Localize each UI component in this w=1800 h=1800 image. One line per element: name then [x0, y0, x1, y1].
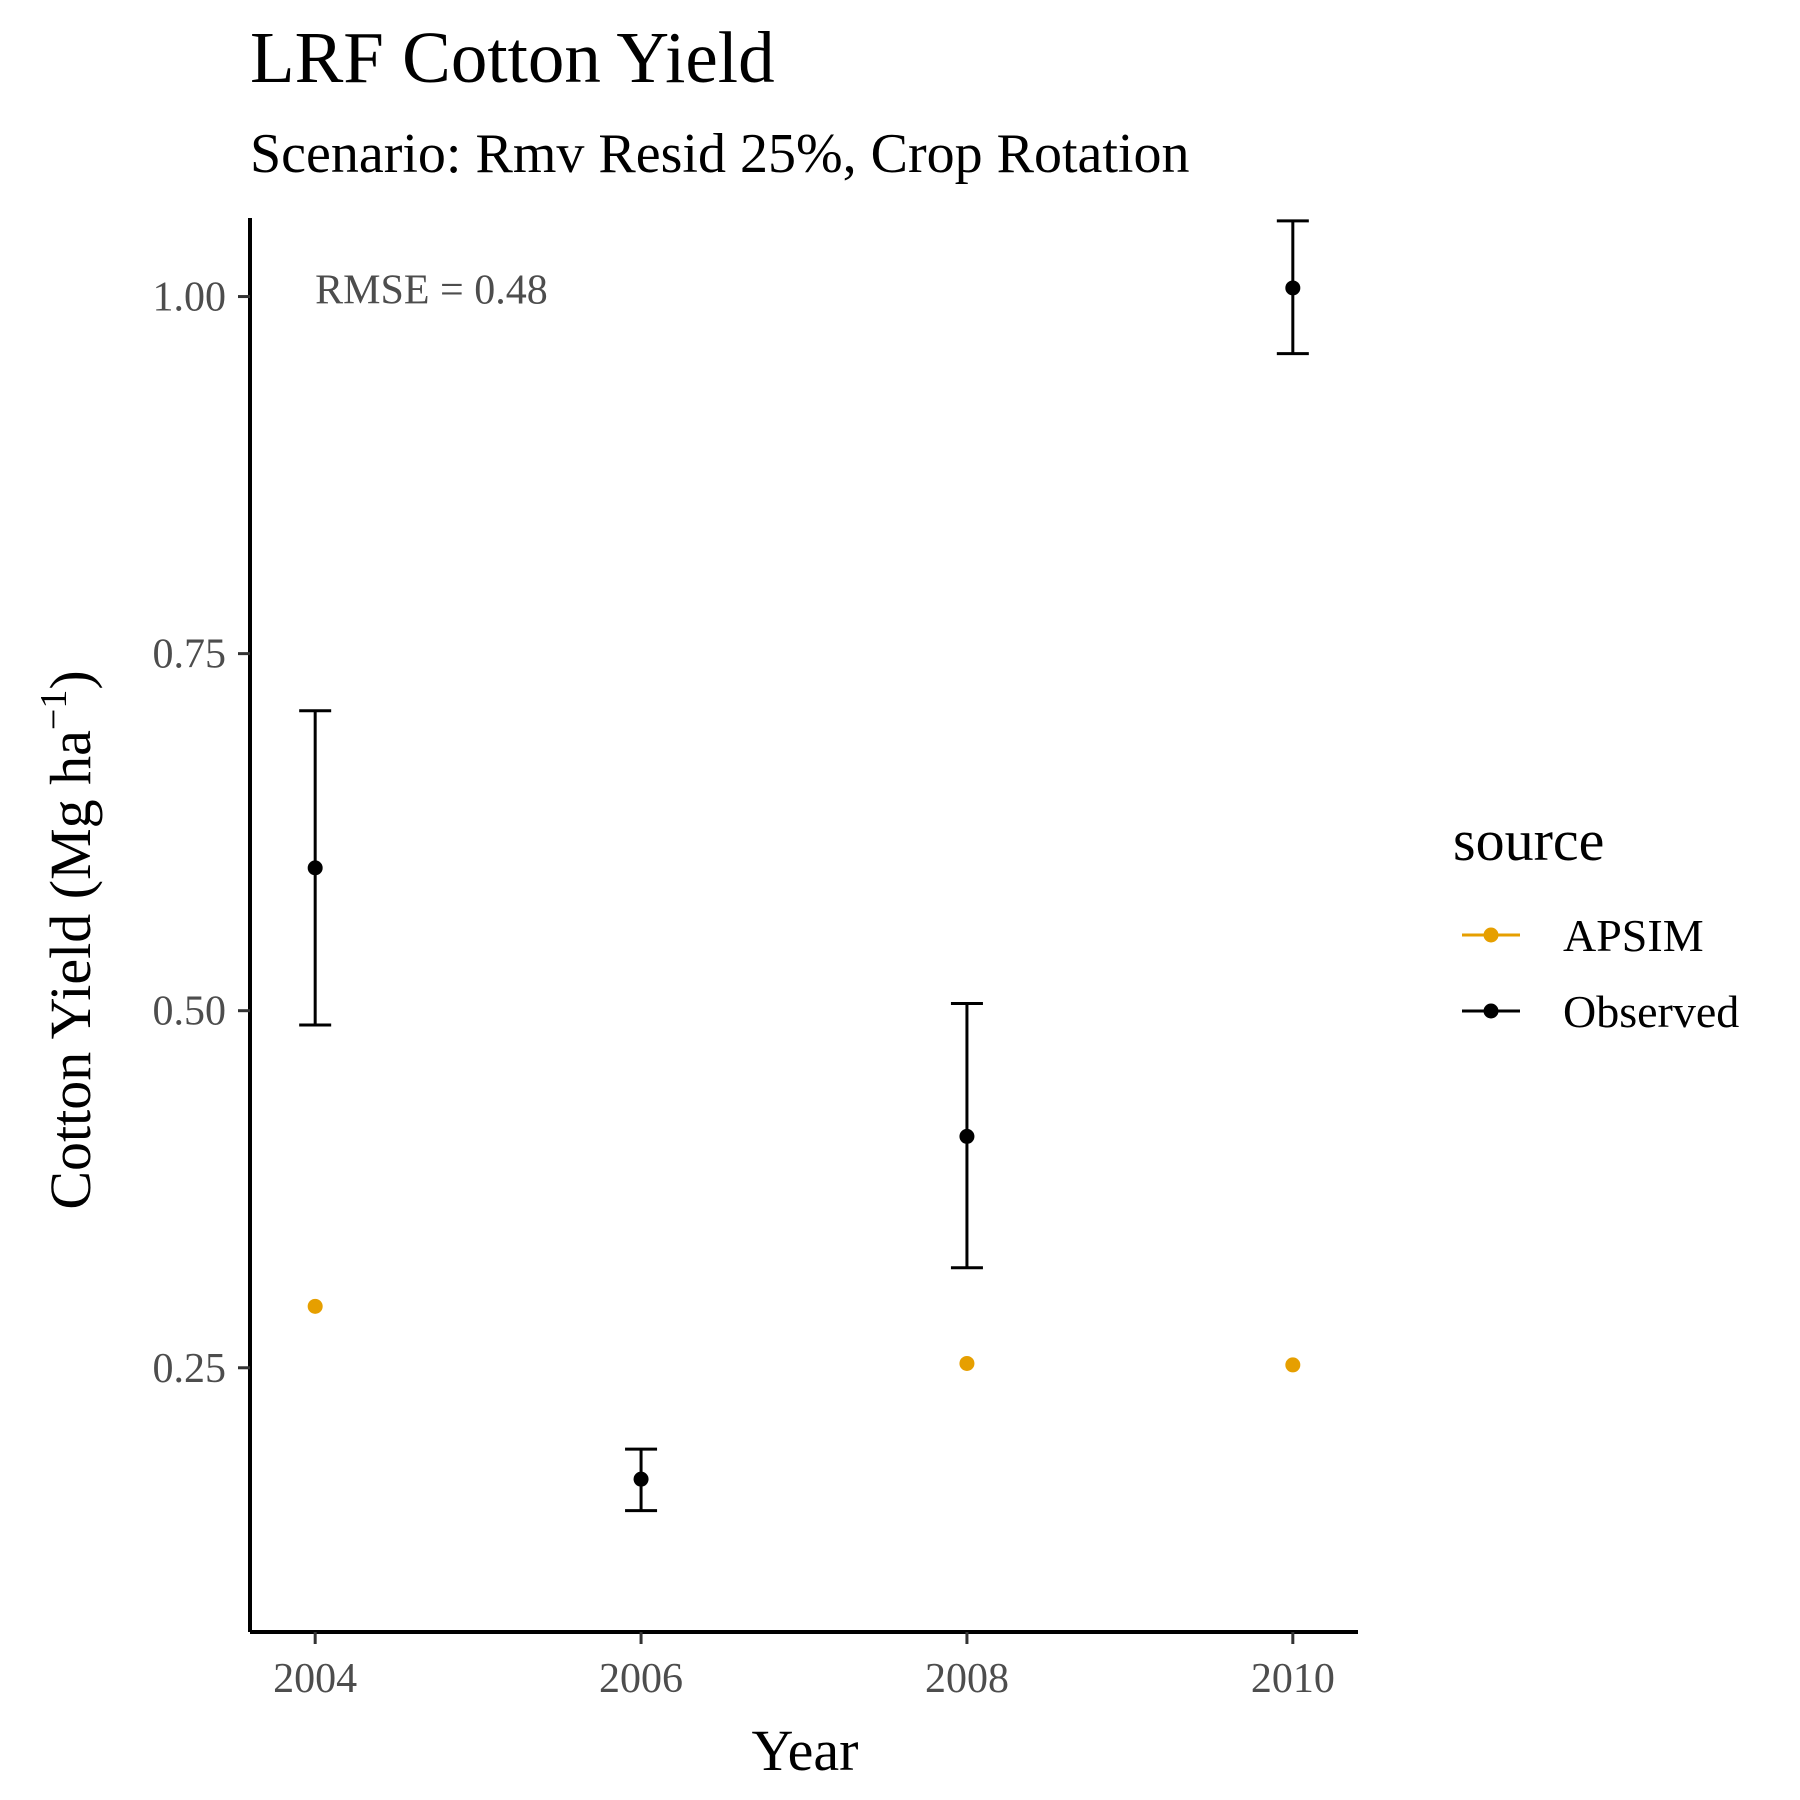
y-axis-title-sup: −1: [33, 690, 75, 730]
rmse-annotation: RMSE = 0.48: [315, 267, 548, 313]
y-axis-title: Cotton Yield (Mg ha−1): [33, 670, 103, 1209]
legend-label-apsim: APSIM: [1563, 910, 1704, 961]
legend-entry-observed: Observed: [1462, 986, 1739, 1037]
legend: source APSIM Observed: [1453, 808, 1739, 1037]
chart-title: LRF Cotton Yield: [250, 17, 775, 98]
point-apsim: [959, 1355, 975, 1371]
legend-label-observed: Observed: [1563, 986, 1739, 1037]
legend-title: source: [1453, 808, 1604, 873]
x-tick-label: 2008: [925, 1656, 1009, 1702]
legend-key-point: [1483, 1003, 1499, 1019]
legend-key-point: [1483, 927, 1499, 943]
point-observed: [959, 1128, 975, 1144]
point-apsim: [1285, 1357, 1301, 1373]
x-tick-label: 2010: [1251, 1656, 1335, 1702]
y-tick-label: 0.50: [153, 989, 227, 1035]
y-tick-label: 0.75: [153, 632, 227, 678]
x-axis-title: Year: [752, 1718, 859, 1783]
x-tick-label: 2006: [599, 1656, 683, 1702]
y-axis-title-main: Cotton Yield (Mg ha: [38, 730, 103, 1210]
x-tick-label: 2004: [273, 1656, 357, 1702]
point-observed: [1285, 280, 1301, 296]
y-tick-label: 0.25: [153, 1346, 227, 1392]
y-tick-label: 1.00: [153, 275, 227, 321]
point-observed: [307, 860, 323, 876]
point-observed: [633, 1471, 649, 1487]
plot-area: 0.25 0.50 0.75 1.00 2004 2006 2008 2010 RMSE = 0…: [153, 218, 1358, 1702]
y-axis-title-close: ): [38, 670, 103, 689]
point-apsim: [307, 1298, 323, 1314]
legend-entry-apsim: APSIM: [1462, 910, 1704, 961]
chart-subtitle: Scenario: Rmv Resid 25%, Crop Rotation: [250, 123, 1189, 185]
